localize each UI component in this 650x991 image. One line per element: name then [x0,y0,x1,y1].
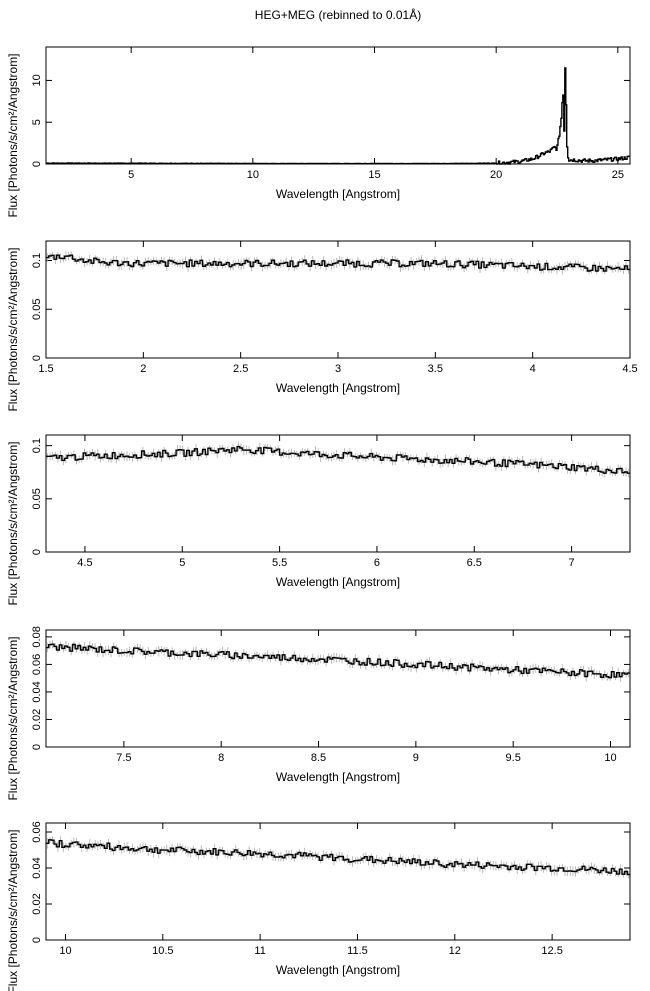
x-axis-label: Wavelength [Angstrom] [276,575,400,589]
x-tick-label: 10 [59,945,71,957]
x-tick-label: 20 [490,169,502,181]
x-tick-label: 12.5 [541,945,562,957]
y-tick-label: 0 [31,549,43,555]
x-tick-label: 9 [413,752,419,764]
x-tick-label: 3 [335,363,341,375]
y-axis-label: Flux [Photons/s/cm²/Angstrom] [6,53,20,217]
y-tick-label: 0.04 [31,857,43,878]
figure-title: HEG+MEG (rebinned to 0.01Å) [254,8,422,22]
x-tick-label: 2.5 [233,363,248,375]
x-tick-label: 7 [569,557,575,569]
y-tick-label: 0.06 [31,821,43,842]
x-tick-label: 8 [218,752,224,764]
plot-frame-1 [45,46,631,165]
y-tick-label: 0.06 [31,654,43,675]
y-axis-label: Flux [Photons/s/cm²/Angstrom] [6,247,20,411]
error-bars-4 [46,640,630,682]
plot-frame-3 [45,434,631,553]
x-tick-label: 2 [140,363,146,375]
x-tick-label: 7.5 [116,752,131,764]
y-tick-label: 10 [31,74,43,86]
y-tick-label: 0 [31,937,43,943]
plot-frame-4 [45,629,631,748]
plot-frame-5 [45,822,631,941]
y-tick-label: 0 [31,355,43,361]
x-axis-label: Wavelength [Angstrom] [276,770,400,784]
x-tick-label: 11 [254,945,265,957]
y-axis-label: Flux [Photons/s/cm²/Angstrom] [6,441,20,605]
x-tick-label: 9.5 [506,752,521,764]
y-tick-label: 0.02 [31,893,43,914]
x-tick-label: 10.5 [152,945,173,957]
x-tick-label: 8.5 [311,752,326,764]
y-axis-label: Flux [Photons/s/cm²/Angstrom] [6,636,20,800]
plot-frame-2 [45,240,631,359]
y-tick-label: 0.02 [31,709,43,730]
x-tick-label: 5.5 [272,557,287,569]
x-tick-label: 4.5 [77,557,92,569]
y-tick-label: 5 [31,119,43,125]
y-tick-label: 0 [31,744,43,750]
y-tick-label: 0 [31,161,43,167]
y-tick-label: 0.1 [31,438,43,453]
x-tick-label: 5 [179,557,185,569]
spectrum-series-3 [46,445,630,474]
x-tick-label: 4.5 [622,363,637,375]
y-tick-label: 0.05 [31,299,43,320]
spectrum-series-1 [46,67,630,165]
y-tick-label: 0.1 [31,253,43,268]
spectrum-series-5 [46,839,630,876]
x-tick-label: 15 [368,169,380,181]
x-tick-label: 4 [530,363,536,375]
y-tick-label: 0.08 [31,626,43,647]
spectrum-series-2 [46,254,630,272]
x-tick-label: 6 [374,557,380,569]
error-bars-3 [46,442,630,478]
x-axis-label: Wavelength [Angstrom] [276,381,400,395]
y-tick-label: 0.05 [31,488,43,509]
x-tick-label: 3.5 [428,363,443,375]
x-tick-label: 25 [612,169,624,181]
spectrum-series-4 [46,643,630,679]
x-tick-label: 10 [604,752,616,764]
x-tick-label: 1.5 [38,363,53,375]
y-tick-label: 0.04 [31,681,43,702]
x-tick-label: 5 [128,169,134,181]
x-tick-label: 11.5 [347,945,368,957]
x-tick-label: 10 [247,169,259,181]
y-axis-label: Flux [Photons/s/cm²/Angstrom] [6,829,20,991]
x-axis-label: Wavelength [Angstrom] [276,963,400,977]
x-tick-label: 6.5 [467,557,482,569]
x-axis-label: Wavelength [Angstrom] [276,187,400,201]
x-tick-label: 12 [449,945,461,957]
